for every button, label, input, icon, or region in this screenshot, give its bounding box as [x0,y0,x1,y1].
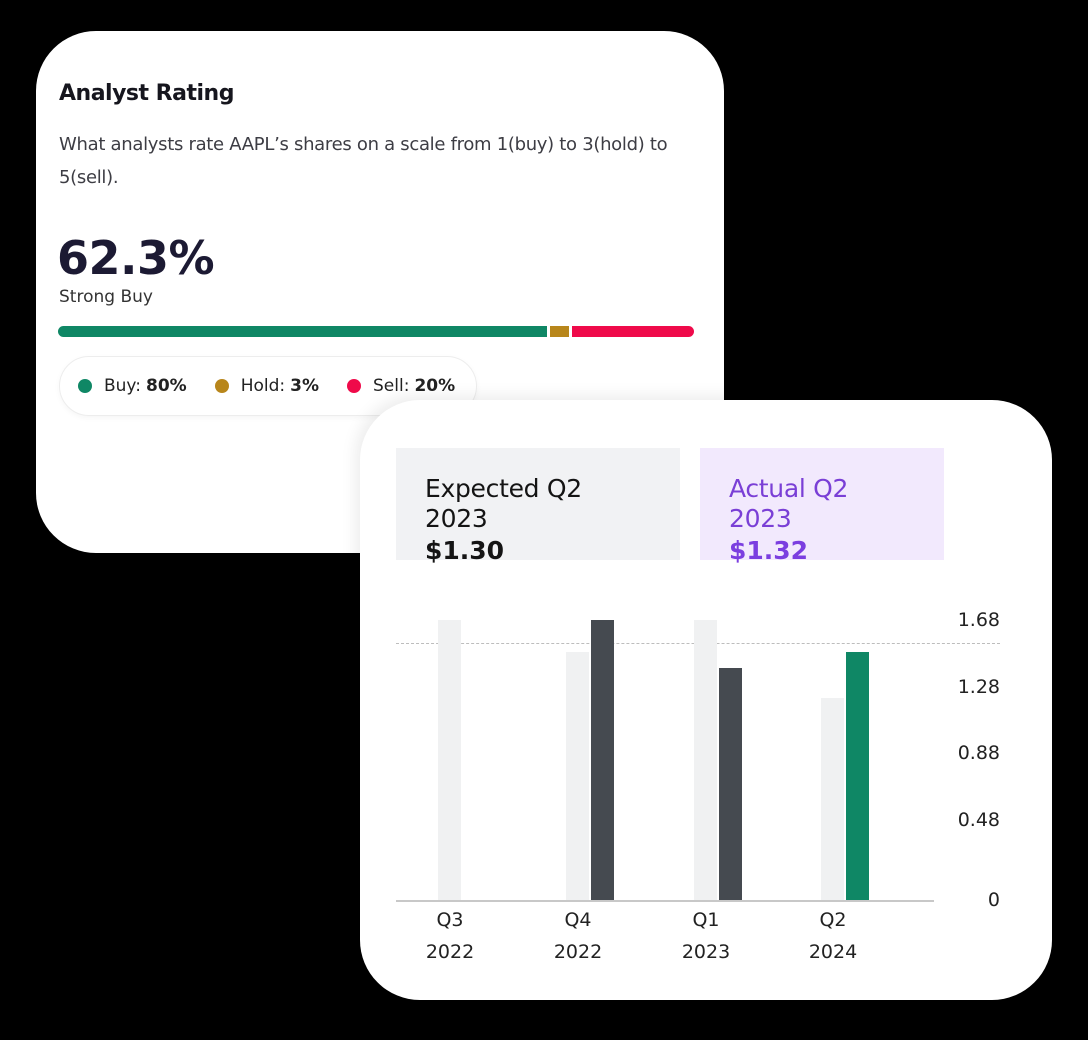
actual-bar[interactable] [719,668,742,900]
x-axis-line [396,900,934,902]
actual-bar[interactable] [846,651,869,900]
rating-legend: Buy: 80% Hold: 3% Sell: 20% [59,356,477,416]
legend-item-sell: Sell: 20% [347,376,455,396]
bar-segment-buy [58,326,548,337]
actual-eps-box: Actual Q2 2023 $1.32 [700,448,944,565]
y-tick-label: 0.48 [957,809,1000,831]
y-tick-label: 0 [987,889,1000,911]
expected-value: $1.30 [425,536,505,565]
actual-value: $1.32 [729,536,809,565]
expected-bar[interactable] [694,620,717,900]
expected-bar[interactable] [566,651,589,900]
x-tick-label: Q4 2022 [553,909,603,963]
x-tick-label: Q3 2022 [425,909,475,963]
legend-item-buy: Buy: 80% [78,376,187,396]
legend-value: 20% [414,376,456,396]
card-title: Analyst Rating [59,81,234,106]
expected-bar[interactable] [438,620,461,900]
rating-percentage: 62.3% [57,231,215,285]
y-tick-label: 0.88 [957,742,1000,765]
rating-label: Strong Buy [59,287,153,307]
legend-label: Buy: [104,376,141,396]
eps-card: Expected Q2 2023 $1.30 Actual Q2 2023 $1… [360,400,1052,1000]
actual-label: Actual Q2 2023 [729,474,849,533]
legend-value: 3% [290,376,320,396]
legend-item-hold: Hold: 3% [214,376,320,396]
legend-label: Sell: [373,376,410,396]
legend-value: 80% [146,376,187,396]
bar-segment-sell [571,326,694,337]
expected-label: Expected Q2 2023 [425,474,582,533]
hold-dot-icon [214,379,229,393]
legend-label: Hold: [240,376,286,396]
expected-bar[interactable] [821,698,844,900]
y-tick-label: 1.68 [957,609,1000,631]
y-tick-label: 1.28 [957,675,1000,698]
sell-dot-icon [347,379,362,393]
expected-eps-box: Expected Q2 2023 $1.30 [396,448,680,565]
x-tick-label: Q1 2023 [681,909,731,963]
bar-segment-hold [550,326,569,337]
buy-dot-icon [78,379,92,393]
x-tick-label: Q2 2024 [808,909,858,963]
rating-distribution-bar [58,326,694,337]
actual-bar[interactable] [591,620,614,900]
eps-bar-chart: 1.68 1.28 0.88 0.48 0 Q3 2022 Q4 2022 Q1 2023 Q2 202… [396,600,1036,980]
card-description: What analysts rate AAPL’s shares on a sc… [59,134,668,188]
